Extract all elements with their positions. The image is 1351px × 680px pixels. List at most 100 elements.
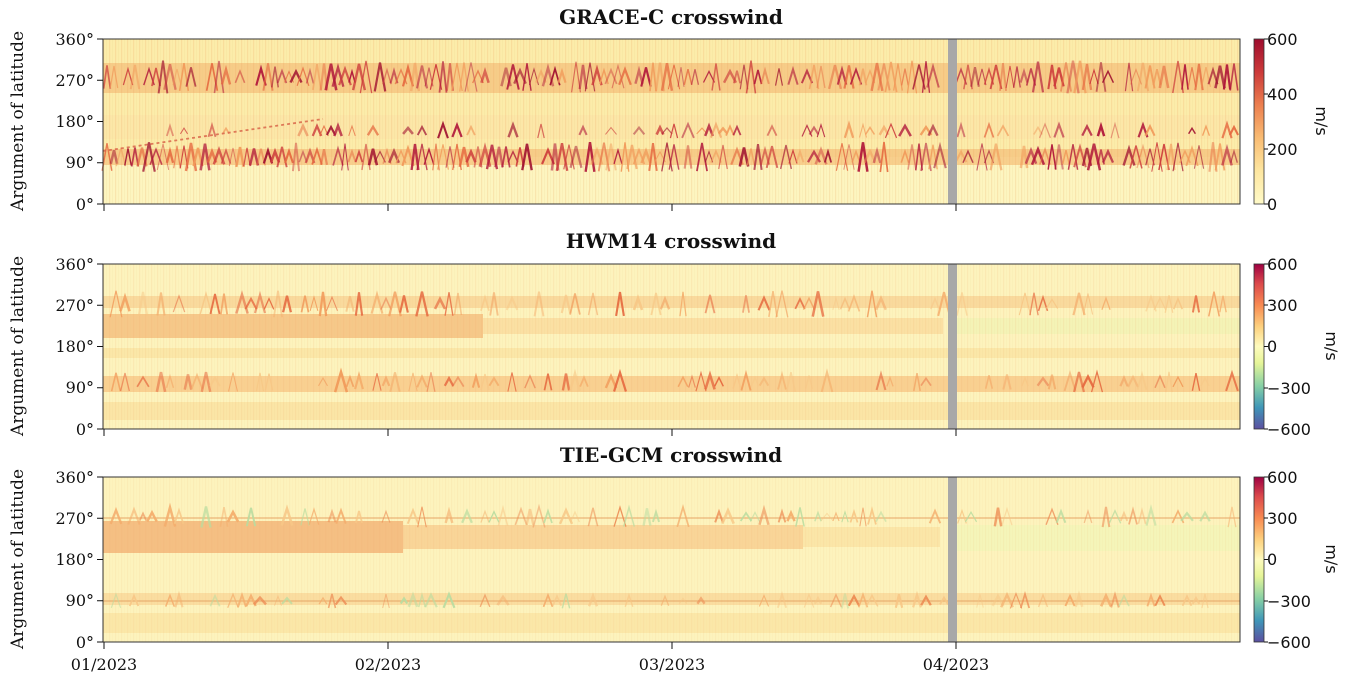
peak-mark [989, 64, 1003, 90]
peak-mark [683, 145, 693, 169]
peak-mark [788, 148, 798, 164]
peak-mark [389, 372, 401, 392]
grace-y-axis: 360° 270° 180° 90° 0° Argument of latitu… [8, 30, 103, 214]
peak-mark [1144, 123, 1156, 137]
tiegcm-cb-tick-300: 300 [1267, 509, 1298, 528]
hwm14-cb-tick-600: 600 [1267, 255, 1298, 274]
peak-mark [1154, 594, 1166, 607]
peak-mark [127, 506, 141, 525]
peak-mark [1129, 145, 1143, 169]
peak-mark [569, 145, 583, 169]
peak-mark [262, 146, 274, 164]
peak-mark [417, 506, 427, 528]
peak-mark [898, 123, 912, 137]
peak-mark [875, 294, 887, 311]
peak-mark [832, 296, 840, 310]
peak-mark [496, 594, 510, 606]
peak-mark [424, 592, 438, 608]
grace-ylabel: Argument of latitude [8, 31, 28, 212]
peak-mark [122, 66, 134, 86]
peak-mark [765, 145, 779, 169]
peak-mark [424, 67, 434, 87]
peak-mark [264, 373, 274, 391]
peak-mark [464, 62, 478, 92]
peak-mark [571, 61, 581, 93]
peak-mark [1172, 60, 1184, 94]
peak-mark [1165, 371, 1173, 393]
peak-mark [1029, 292, 1039, 316]
peak-mark [465, 148, 477, 163]
peak-mark [220, 64, 232, 85]
peak-mark [704, 294, 716, 314]
peak-mark [248, 148, 260, 166]
peak-mark [704, 370, 716, 390]
peak-mark [1153, 296, 1167, 311]
peak-mark [867, 506, 877, 525]
peak-mark [1055, 508, 1067, 524]
peak-mark [649, 62, 657, 92]
peak-mark [488, 376, 500, 387]
tiegcm-peak-marks [109, 502, 1237, 609]
peak-mark [525, 508, 535, 526]
peak-mark [669, 123, 679, 139]
peak-mark [497, 504, 509, 527]
peak-mark [270, 66, 280, 88]
tiegcm-cb-tick-m600: −600 [1267, 633, 1311, 652]
peak-mark [1158, 65, 1170, 89]
peak-mark [319, 148, 329, 166]
peak-mark [710, 149, 722, 163]
peak-mark [984, 375, 994, 389]
peak-mark [1201, 593, 1209, 609]
peak-mark [659, 295, 671, 310]
peak-mark [1108, 509, 1122, 524]
peak-mark [183, 374, 193, 390]
peak-mark [859, 122, 867, 138]
peak-mark [823, 148, 833, 163]
peak-mark [1002, 374, 1012, 390]
xtick-apr: 04/2023 [923, 655, 989, 674]
peak-mark [192, 147, 204, 167]
peak-mark [311, 146, 323, 165]
peak-mark [991, 593, 1005, 607]
peak-mark [1137, 507, 1147, 524]
peak-mark [679, 291, 687, 317]
peak-mark [284, 147, 294, 164]
peak-mark [599, 67, 609, 85]
peak-mark [847, 294, 861, 312]
peak-mark [453, 292, 463, 316]
peak-mark [749, 511, 761, 522]
peak-mark [632, 125, 646, 136]
hwm14-ylabel: Argument of latitude [8, 256, 28, 437]
peak-mark [993, 507, 1003, 527]
peak-mark [1019, 67, 1029, 83]
peak-mark [399, 596, 409, 605]
peak-mark [432, 143, 440, 171]
peak-mark [884, 122, 898, 139]
peak-mark [300, 508, 310, 526]
peak-mark [732, 70, 742, 84]
peak-mark [786, 509, 796, 522]
peak-mark [381, 375, 391, 387]
peak-mark [532, 503, 546, 528]
peak-mark [209, 375, 221, 387]
hwm14-x-axis [103, 429, 957, 436]
peak-mark [832, 511, 840, 522]
peak-mark [807, 149, 821, 163]
peak-mark [480, 66, 490, 84]
peak-mark [281, 295, 293, 313]
peak-mark [209, 293, 221, 315]
peak-mark [1033, 125, 1043, 135]
hwm14-colorbar: 600 300 0 −300 −600 m/s [1253, 255, 1341, 439]
peak-mark [1172, 142, 1184, 172]
peak-mark [1158, 143, 1170, 171]
peak-mark [300, 295, 310, 313]
hwm14-cb-tick-m300: −300 [1267, 379, 1311, 398]
peak-mark [1219, 295, 1227, 313]
peak-mark [620, 142, 630, 172]
peak-mark [1181, 594, 1193, 607]
peak-mark [372, 373, 382, 391]
peak-mark [305, 67, 315, 84]
peak-mark [920, 142, 932, 172]
peak-mark [318, 291, 328, 317]
peak-mark [312, 63, 322, 91]
